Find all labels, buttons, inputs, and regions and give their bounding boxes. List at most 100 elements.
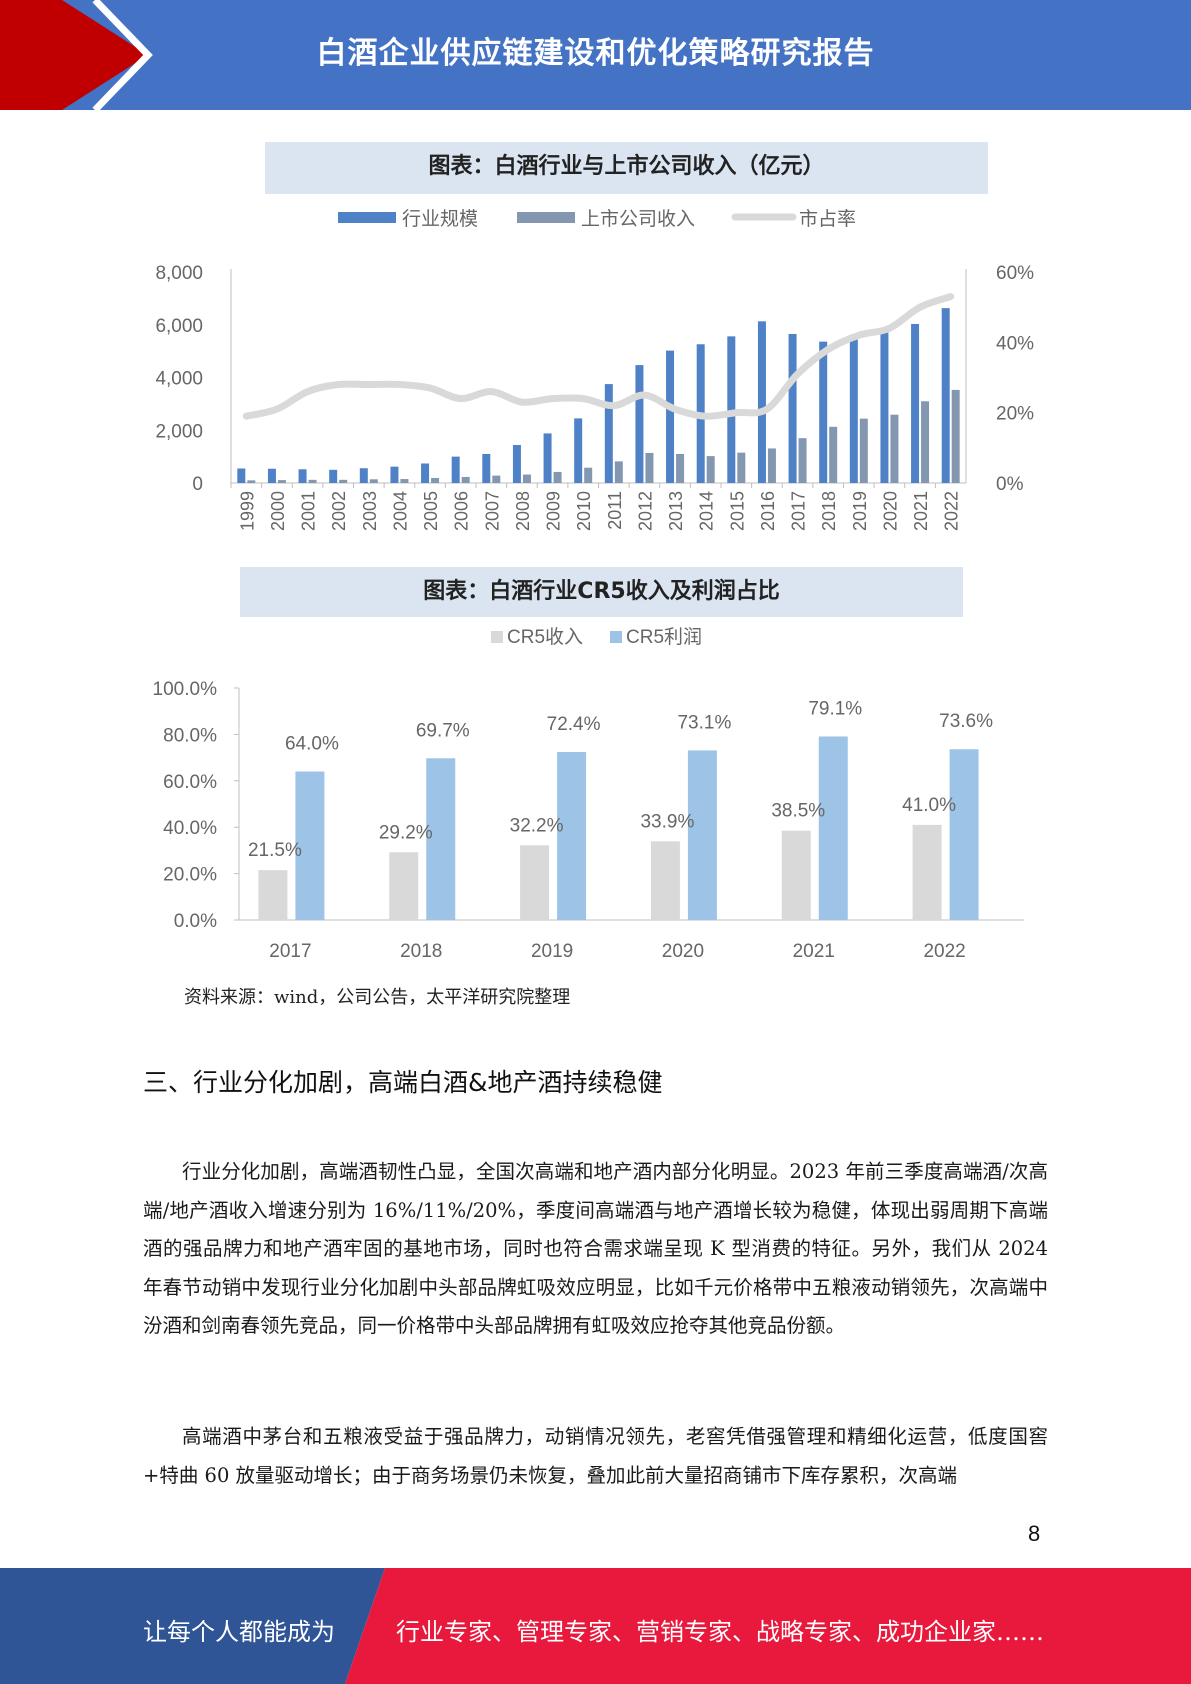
x-tick-label: 2019 (531, 941, 573, 962)
body-paragraph: 高端酒中茅台和五粮液受益于强品牌力，动销情况领先，老窖凭借强管理和精细化运营，低… (143, 1425, 1048, 1487)
bar-cr5-profit (818, 736, 848, 920)
x-tick-label: 2007 (482, 491, 502, 531)
body-paragraph: 行业分化加剧，高端酒韧性凸显，全国次高端和地产酒内部分化明显。2023 年前三季… (143, 1160, 1048, 1337)
bar-industry-scale (421, 463, 430, 483)
legend-label-0: CR5收入 (507, 626, 583, 648)
bar-listed-revenue (553, 471, 562, 483)
x-tick-label: 2020 (662, 941, 704, 962)
y-tick-label: 60.0% (163, 772, 217, 793)
bar-listed-revenue (829, 426, 838, 483)
industry-revenue-chart: 行业规模 上市公司收入 市占率 8,000 6,000 4,000 2,000 0 60% 40%… (155, 208, 1034, 531)
x-tick-label: 2018 (819, 491, 839, 531)
y-tick-label: 20.0% (163, 865, 217, 886)
x-tick-label: 2001 (299, 491, 319, 531)
y-tick-label: 80.0% (163, 725, 217, 746)
bar-listed-revenue (400, 479, 409, 483)
legend-label-1: 上市公司收入 (581, 208, 695, 230)
y2-tick-label: 0% (996, 474, 1024, 495)
y2-tick-label: 40% (996, 333, 1034, 354)
x-tick-label: 2015 (727, 491, 747, 531)
bar-listed-revenue (921, 401, 930, 483)
x-tick-label: 2022 (923, 941, 965, 962)
bar-industry-scale (359, 468, 368, 483)
bar-industry-scale (574, 418, 583, 483)
bar-industry-scale (849, 334, 858, 483)
bar-industry-scale (666, 350, 675, 483)
x-tick-label: 2013 (666, 491, 686, 531)
bar-listed-revenue (461, 476, 470, 483)
y-tick-label: 8,000 (155, 263, 203, 284)
y2-tick-label: 60% (996, 263, 1034, 284)
data-label-revenue: 32.2% (510, 815, 564, 836)
data-label-profit: 64.0% (285, 734, 339, 755)
bar-listed-revenue (369, 479, 378, 483)
x-tick-label: 2016 (758, 491, 778, 531)
x-tick-label: 2002 (329, 491, 349, 531)
chart2-title: 图表：白酒行业CR5收入及利润占比 (240, 567, 963, 617)
bar-industry-scale (788, 333, 797, 483)
y-tick-label: 40.0% (163, 818, 217, 839)
bar-cr5-profit (426, 758, 456, 920)
x-tick-label: 2020 (880, 491, 900, 531)
x-tick-label: 2008 (513, 491, 533, 531)
x-tick-label: 2000 (268, 491, 288, 531)
y-tick-label: 100.0% (153, 679, 218, 700)
bar-listed-revenue (277, 480, 286, 483)
x-tick-label: 1999 (237, 491, 257, 531)
x-tick-label: 2006 (452, 491, 472, 531)
bar-listed-revenue (645, 452, 654, 483)
bar-listed-revenue (798, 438, 807, 483)
y-tick-label: 0.0% (174, 911, 217, 932)
section-heading: 三、行业分化加剧，高端白酒&地产酒持续稳健 (143, 1068, 663, 1097)
data-label-profit: 73.1% (677, 712, 731, 733)
bar-listed-revenue (951, 389, 960, 483)
bar-industry-scale (819, 341, 828, 483)
legend-label-0: 行业规模 (402, 208, 478, 230)
bar-industry-scale (390, 466, 399, 483)
bar-industry-scale (329, 469, 338, 483)
x-tick-label: 2021 (793, 941, 835, 962)
bar-industry-scale (267, 468, 276, 483)
market-share-line (242, 293, 955, 420)
legend-swatch-1 (517, 212, 575, 223)
data-label-revenue: 33.9% (640, 811, 694, 832)
x-tick-label: 2018 (400, 941, 442, 962)
legend-label-2: 市占率 (799, 208, 856, 230)
x-tick-label: 2005 (421, 491, 441, 531)
bar-cr5-revenue (650, 841, 680, 920)
bar-listed-revenue (522, 474, 531, 483)
data-label-revenue: 38.5% (771, 801, 825, 822)
bar-cr5-revenue (389, 852, 419, 920)
x-tick-label: 2017 (269, 941, 311, 962)
data-label-profit: 72.4% (547, 714, 601, 735)
bar-listed-revenue (890, 414, 899, 483)
legend-swatch-0 (491, 631, 503, 643)
chart1-title: 图表：白酒行业与上市公司收入（亿元） (265, 142, 988, 194)
bar-industry-scale (512, 445, 521, 483)
x-tick-label: 2011 (605, 491, 625, 530)
bar-listed-revenue (308, 479, 317, 483)
bar-cr5-profit (949, 749, 979, 920)
bar-listed-revenue (492, 475, 501, 483)
bar-industry-scale (635, 365, 644, 483)
data-label-profit: 79.1% (808, 698, 862, 719)
x-tick-label: 2003 (360, 491, 380, 531)
bar-listed-revenue (737, 452, 746, 483)
bar-industry-scale (543, 433, 552, 483)
y-tick-label: 4,000 (155, 369, 203, 390)
bar-industry-scale (604, 384, 613, 483)
bar-industry-scale (298, 469, 307, 483)
x-tick-label: 2004 (390, 491, 410, 531)
bar-industry-scale (451, 456, 460, 483)
page-header: 白酒企业供应链建设和优化策略研究报告 (0, 0, 1191, 110)
bar-cr5-profit (557, 752, 587, 920)
data-source-note: 资料来源：wind，公司公告，太平洋研究院整理 (184, 987, 571, 1008)
cr5-share-chart: CR5收入 CR5利润 100.0% 80.0% 60.0% 40.0% 20.0% 0.0%… (153, 626, 1024, 962)
bar-industry-scale (237, 468, 246, 483)
page-footer: 让每个人都能成为 行业专家、管理专家、营销专家、战略专家、成功企业家…… (0, 1568, 1191, 1684)
data-label-profit: 73.6% (939, 711, 993, 732)
bar-industry-scale (757, 321, 766, 483)
legend-swatch-0 (338, 212, 396, 223)
x-tick-label: 2021 (911, 491, 931, 531)
bar-cr5-revenue (520, 845, 550, 920)
